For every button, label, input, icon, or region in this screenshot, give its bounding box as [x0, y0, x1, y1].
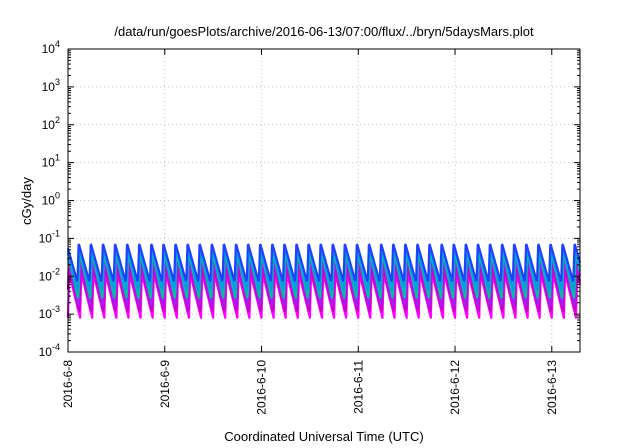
y-tick-label: 10-4	[39, 342, 60, 359]
y-tick-base: 10	[42, 42, 56, 56]
y-tick-base: 10	[39, 307, 53, 321]
x-tick-label: 2016-6-9	[158, 360, 172, 408]
series-group	[66, 243, 582, 319]
y-tick-base: 10	[39, 345, 53, 359]
y-tick-base: 10	[42, 194, 56, 208]
y-axis-title: cGy/day	[19, 177, 34, 225]
x-tick-label: 2016-6-13	[545, 360, 559, 415]
y-tick-label: 102	[42, 115, 60, 132]
x-tick-labels: 2016-6-8 2016-6-9 2016-6-10 2016-6-11 2016-6…	[61, 360, 559, 415]
y-tick-exponent: 2	[55, 115, 60, 125]
y-tick-label: 10-3	[39, 304, 60, 321]
y-tick-label: 10-1	[39, 228, 60, 245]
y-tick-base: 10	[39, 269, 53, 283]
y-tick-exponent: 1	[55, 153, 60, 163]
x-tick-label: 2016-6-10	[255, 360, 269, 415]
series-line-5	[66, 243, 582, 282]
y-tick-label: 100	[42, 191, 60, 208]
y-tick-exponent: -2	[52, 266, 60, 276]
y-tick-base: 10	[39, 231, 53, 245]
y-tick-exponent: 3	[55, 77, 60, 87]
x-axis-title: Coordinated Universal Time (UTC)	[224, 429, 423, 444]
x-tick-label: 2016-6-8	[61, 360, 75, 408]
y-tick-base: 10	[42, 80, 56, 94]
y-tick-label: 10-2	[39, 266, 60, 283]
y-tick-label: 104	[42, 39, 60, 56]
y-tick-exponent: 4	[55, 39, 60, 49]
chart-title: /data/run/goesPlots/archive/2016-06-13/0…	[114, 24, 534, 39]
y-tick-exponent: -1	[52, 228, 60, 238]
y-tick-exponent: -4	[52, 342, 60, 352]
x-tick-label: 2016-6-12	[448, 360, 462, 415]
x-tick-label: 2016-6-11	[351, 360, 365, 414]
y-tick-base: 10	[42, 156, 56, 170]
y-tick-label: 103	[42, 77, 60, 94]
y-tick-exponent: -3	[52, 304, 60, 314]
y-tick-base: 10	[42, 118, 56, 132]
ticks	[67, 48, 580, 353]
y-tick-exponent: 0	[55, 191, 60, 201]
y-tick-label: 101	[42, 153, 60, 170]
